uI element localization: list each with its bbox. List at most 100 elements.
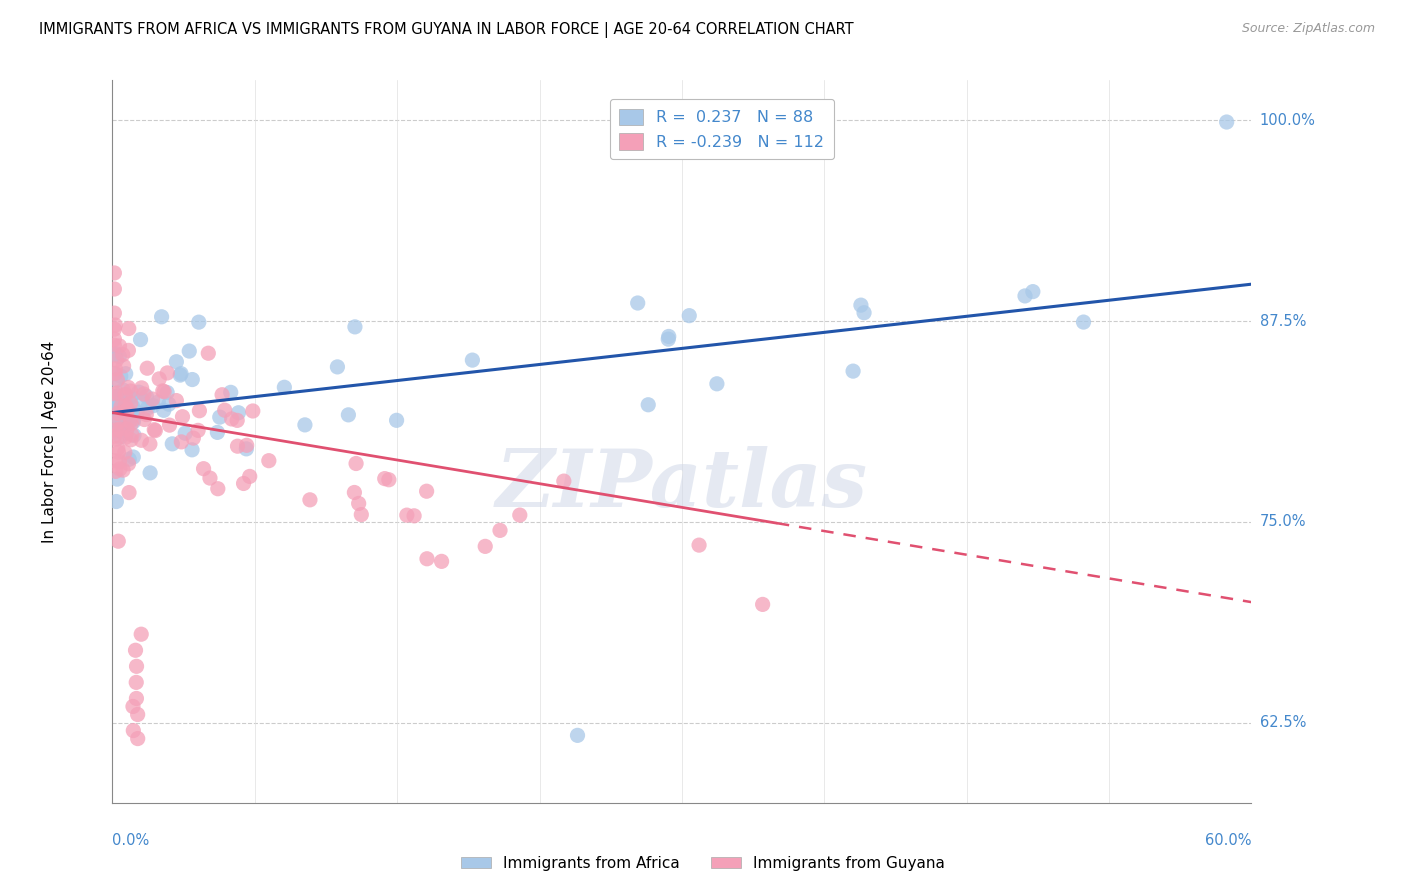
Point bbox=[344, 457, 367, 471]
Point bbox=[751, 598, 773, 612]
Point bbox=[188, 403, 211, 417]
Point bbox=[115, 422, 138, 436]
Point bbox=[112, 359, 135, 373]
Point bbox=[117, 457, 139, 471]
Point bbox=[104, 318, 127, 332]
Point bbox=[294, 417, 316, 432]
Point bbox=[103, 367, 125, 381]
Point bbox=[105, 412, 128, 426]
Point bbox=[120, 433, 142, 447]
Point bbox=[120, 417, 142, 431]
Point bbox=[127, 731, 149, 746]
Point bbox=[1073, 315, 1095, 329]
Point bbox=[385, 413, 408, 427]
Point bbox=[658, 329, 681, 343]
Point bbox=[197, 346, 219, 360]
Point bbox=[110, 430, 132, 444]
Point bbox=[132, 387, 155, 401]
Point bbox=[110, 390, 132, 404]
Point bbox=[110, 369, 132, 384]
Point bbox=[152, 384, 174, 398]
Point bbox=[181, 442, 204, 457]
Point bbox=[103, 322, 125, 336]
Point bbox=[152, 403, 174, 417]
Point bbox=[172, 409, 194, 424]
Point bbox=[103, 405, 125, 419]
Point bbox=[103, 389, 125, 403]
Point bbox=[122, 450, 145, 464]
Point bbox=[404, 508, 426, 523]
Point bbox=[107, 389, 129, 403]
Point bbox=[108, 462, 131, 476]
Legend: R =  0.237   N = 88, R = -0.239   N = 112: R = 0.237 N = 88, R = -0.239 N = 112 bbox=[610, 99, 834, 160]
Point bbox=[136, 401, 159, 415]
Point bbox=[235, 438, 257, 452]
Point bbox=[112, 383, 135, 397]
Point bbox=[112, 463, 135, 477]
Point bbox=[110, 400, 132, 414]
Point bbox=[122, 400, 145, 414]
Text: In Labor Force | Age 20-64: In Labor Force | Age 20-64 bbox=[42, 341, 58, 542]
Point bbox=[211, 388, 233, 402]
Text: 75.0%: 75.0% bbox=[1260, 515, 1306, 529]
Point bbox=[207, 482, 229, 496]
Point bbox=[415, 484, 437, 499]
Point bbox=[105, 494, 128, 508]
Point bbox=[104, 464, 127, 478]
Point bbox=[107, 445, 129, 459]
Legend: Immigrants from Africa, Immigrants from Guyana: Immigrants from Africa, Immigrants from … bbox=[454, 850, 952, 877]
Point bbox=[103, 282, 125, 296]
Point bbox=[214, 403, 236, 417]
Point bbox=[131, 381, 153, 395]
Point bbox=[242, 404, 264, 418]
Point bbox=[187, 315, 209, 329]
Point bbox=[179, 344, 201, 359]
Point bbox=[114, 397, 136, 411]
Point bbox=[135, 408, 157, 422]
Point bbox=[374, 472, 396, 486]
Point bbox=[125, 691, 148, 706]
Point bbox=[181, 372, 204, 386]
Point bbox=[219, 385, 242, 400]
Point bbox=[117, 402, 139, 417]
Point bbox=[105, 399, 128, 413]
Point bbox=[108, 415, 131, 429]
Point bbox=[139, 466, 162, 480]
Point bbox=[165, 393, 187, 408]
Point bbox=[103, 425, 125, 439]
Point bbox=[114, 387, 136, 401]
Point bbox=[347, 496, 370, 510]
Point bbox=[489, 524, 512, 538]
Point bbox=[232, 476, 254, 491]
Point bbox=[273, 380, 295, 394]
Point bbox=[110, 419, 132, 434]
Point bbox=[103, 338, 125, 352]
Point bbox=[135, 389, 157, 403]
Point bbox=[350, 508, 373, 522]
Point bbox=[122, 409, 145, 423]
Point bbox=[107, 406, 129, 420]
Point bbox=[114, 430, 136, 444]
Text: 0.0%: 0.0% bbox=[112, 833, 149, 848]
Point bbox=[553, 474, 575, 488]
Point bbox=[142, 399, 165, 413]
Point bbox=[122, 412, 145, 426]
Point bbox=[125, 675, 148, 690]
Point bbox=[104, 454, 127, 468]
Point bbox=[688, 538, 710, 552]
Point bbox=[430, 554, 453, 568]
Point bbox=[105, 352, 128, 367]
Point bbox=[105, 423, 128, 437]
Point bbox=[395, 508, 418, 523]
Point bbox=[849, 298, 872, 312]
Text: IMMIGRANTS FROM AFRICA VS IMMIGRANTS FROM GUYANA IN LABOR FORCE | AGE 20-64 CORR: IMMIGRANTS FROM AFRICA VS IMMIGRANTS FRO… bbox=[39, 22, 853, 38]
Point bbox=[131, 392, 153, 407]
Point bbox=[104, 348, 127, 362]
Point bbox=[657, 332, 679, 346]
Point bbox=[107, 441, 129, 455]
Point bbox=[156, 385, 179, 400]
Point bbox=[122, 699, 145, 714]
Text: 100.0%: 100.0% bbox=[1260, 113, 1316, 128]
Point bbox=[120, 384, 142, 398]
Point bbox=[114, 367, 136, 381]
